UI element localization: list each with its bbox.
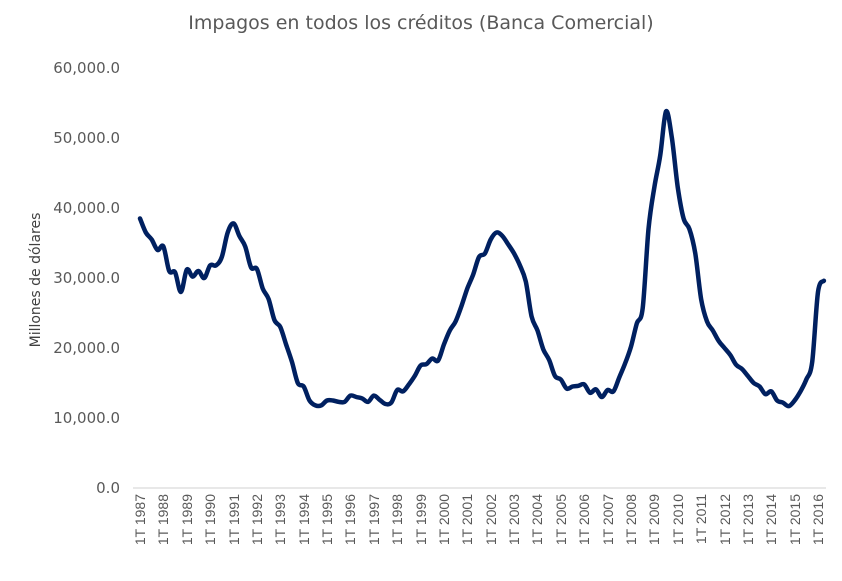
y-tick-label: 50,000.0 [53, 129, 120, 147]
y-tick-label: 0.0 [96, 479, 120, 497]
chart-title: Impagos en todos los créditos (Banca Com… [188, 12, 654, 34]
y-tick-label: 60,000.0 [53, 59, 120, 77]
y-tick-label: 40,000.0 [53, 199, 120, 217]
data-line [137, 108, 827, 409]
y-tick-label: 30,000.0 [53, 269, 120, 287]
y-tick-label: 20,000.0 [53, 339, 120, 357]
y-tick-label: 10,000.0 [53, 409, 120, 427]
